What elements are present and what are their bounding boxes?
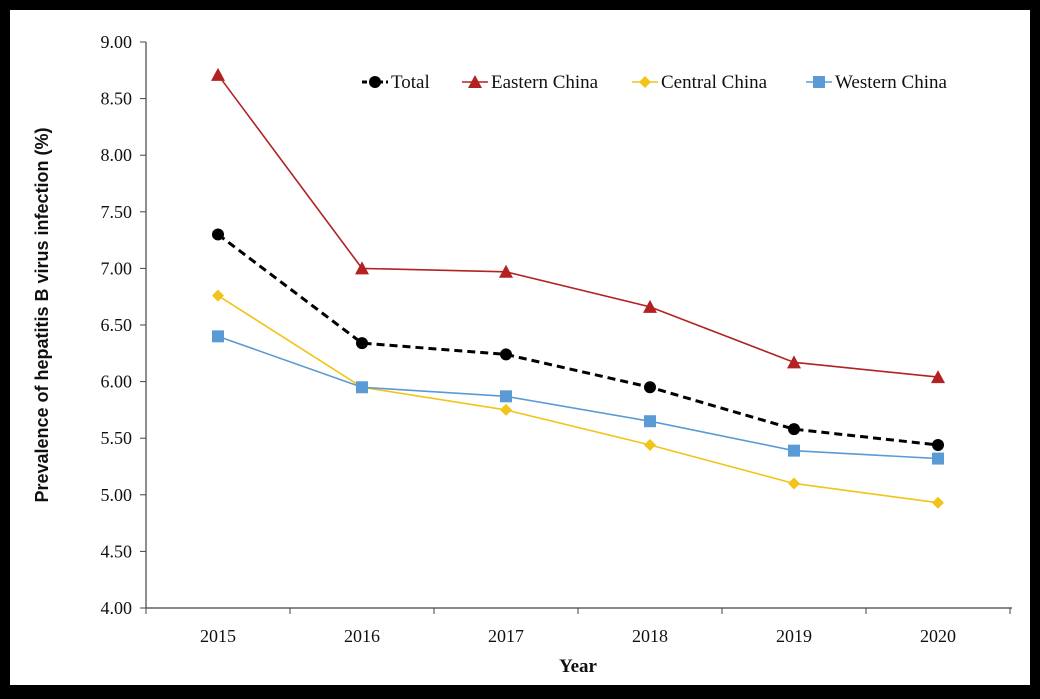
data-point-western-china: [788, 444, 800, 457]
legend-item-total: Total: [362, 72, 430, 93]
legend-marker-eastern-china: [468, 75, 482, 88]
x-axis-label: Year: [559, 656, 598, 677]
legend-item-central-china: Central China: [632, 72, 768, 93]
legend-label-eastern-china: Eastern China: [491, 72, 599, 93]
data-point-total: [644, 381, 656, 394]
legend-label-central-china: Central China: [661, 72, 768, 93]
legend-item-eastern-china: Eastern China: [462, 72, 599, 93]
data-point-western-china: [644, 415, 656, 428]
data-point-eastern-china: [355, 261, 369, 275]
series-group: [211, 67, 945, 509]
y-tick-label: 6.00: [101, 372, 133, 392]
x-tick-label: 2020: [920, 626, 956, 646]
x-tick-label: 2016: [344, 626, 380, 646]
data-point-total: [932, 438, 944, 451]
legend: Total Eastern China Central China Western C…: [362, 72, 947, 93]
data-point-western-china: [356, 381, 368, 394]
x-tick-label: 2018: [632, 626, 668, 646]
y-tick-label: 8.50: [101, 89, 133, 109]
legend-item-western-china: Western China: [806, 72, 947, 93]
y-tick-label: 7.00: [101, 258, 133, 278]
x-axis-ticks: 2015 2016 2017 2018 2019 2020: [145, 608, 1011, 646]
legend-label-total: Total: [391, 72, 430, 93]
data-point-eastern-china: [211, 67, 225, 81]
y-tick-label: 6.50: [101, 315, 133, 335]
legend-label-western-china: Western China: [835, 72, 947, 93]
y-tick-label: 9.00: [101, 32, 133, 52]
data-point-eastern-china: [931, 370, 945, 384]
x-tick-label: 2015: [200, 626, 236, 646]
data-point-central-china: [500, 403, 512, 416]
y-tick-label: 5.50: [101, 428, 133, 448]
legend-marker-western-china: [813, 76, 825, 88]
y-tick-label: 5.00: [101, 485, 133, 505]
data-point-central-china: [644, 438, 656, 451]
y-tick-label: 8.00: [101, 145, 133, 165]
data-point-eastern-china: [499, 264, 513, 278]
y-axis-label: Prevalence of hepatitis B virus infectio…: [32, 127, 52, 502]
data-point-western-china: [932, 452, 944, 465]
y-tick-label: 4.00: [101, 598, 133, 618]
data-point-central-china: [788, 477, 800, 490]
data-point-central-china: [932, 496, 944, 509]
data-point-eastern-china: [643, 299, 657, 313]
data-point-total: [500, 348, 512, 361]
data-point-total: [356, 337, 368, 350]
line-chart: 4.00 4.50 5.00 5.50 6.00 6.50 7.00 7.50 8.00 8.50…: [32, 32, 1012, 677]
y-tick-label: 4.50: [101, 541, 133, 561]
chart-frame: 4.00 4.50 5.00 5.50 6.00 6.50 7.00 7.50 8.00 8.50…: [10, 10, 1030, 685]
series-western-china: [212, 330, 944, 465]
x-tick-label: 2019: [776, 626, 812, 646]
data-point-total: [788, 423, 800, 436]
data-point-total: [212, 228, 224, 241]
data-point-eastern-china: [787, 355, 801, 369]
series-line-total: [217, 233, 939, 447]
series-line-eastern-china: [217, 74, 939, 378]
series-eastern-china: [211, 67, 945, 384]
series-line-central-china: [217, 294, 939, 504]
series-line-western-china: [217, 335, 939, 460]
data-point-western-china: [500, 390, 512, 403]
legend-marker-central-china: [639, 76, 651, 88]
series-central-china: [212, 289, 944, 509]
series-total: [212, 228, 944, 451]
y-axis-ticks: 4.00 4.50 5.00 5.50 6.00 6.50 7.00 7.50 8.00 8.50…: [101, 32, 146, 618]
y-tick-label: 7.50: [101, 202, 133, 222]
data-point-western-china: [212, 330, 224, 343]
axes: [145, 42, 1012, 609]
legend-marker-total: [369, 76, 381, 88]
x-tick-label: 2017: [488, 626, 524, 646]
data-point-central-china: [212, 289, 224, 302]
